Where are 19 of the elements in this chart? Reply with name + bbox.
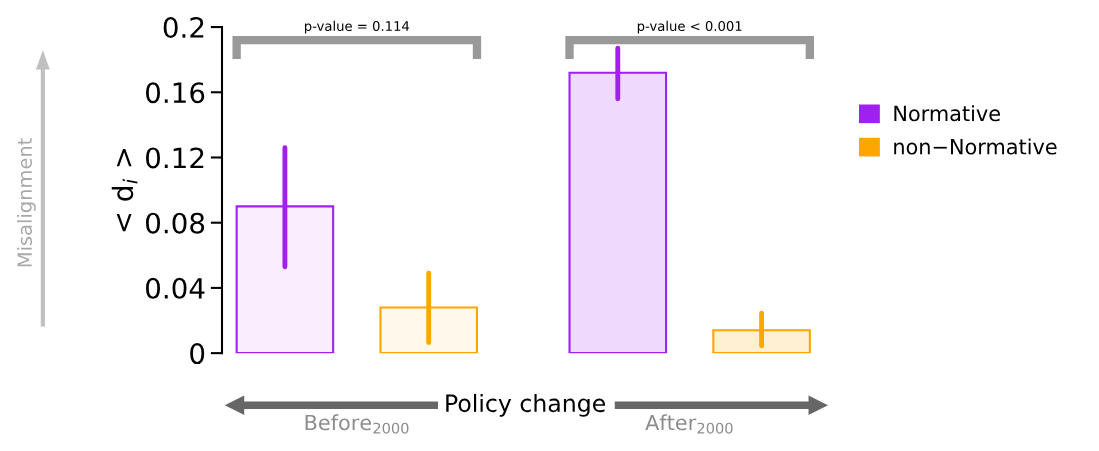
annotation: p-value < 0.001 bbox=[637, 20, 742, 34]
y-axis-title: < d$_{i}$ > bbox=[111, 148, 138, 232]
y-tick-label: 0.04 bbox=[146, 277, 205, 299]
bar bbox=[568, 71, 668, 354]
y-tick-label: 0.2 bbox=[163, 17, 204, 39]
bar bbox=[712, 329, 811, 354]
y-tick-label: 0.08 bbox=[146, 212, 205, 234]
x-axis-title: Policy change bbox=[446, 393, 605, 417]
legend-label: non−Normative bbox=[894, 138, 1057, 155]
x-tick-label: After$_{2000}$ bbox=[645, 414, 733, 434]
bar bbox=[235, 205, 335, 354]
y-tick-label: 0.12 bbox=[146, 147, 204, 169]
legend-label: Normative bbox=[894, 105, 1000, 122]
y-tick-label: 0.16 bbox=[146, 82, 205, 104]
text: Misalignment bbox=[16, 138, 36, 267]
annotation: p-value = 0.114 bbox=[304, 20, 410, 34]
x-tick-label: Before$_{2000}$ bbox=[305, 414, 409, 434]
bar bbox=[379, 306, 479, 354]
y-tick-label: 0 bbox=[190, 343, 205, 365]
